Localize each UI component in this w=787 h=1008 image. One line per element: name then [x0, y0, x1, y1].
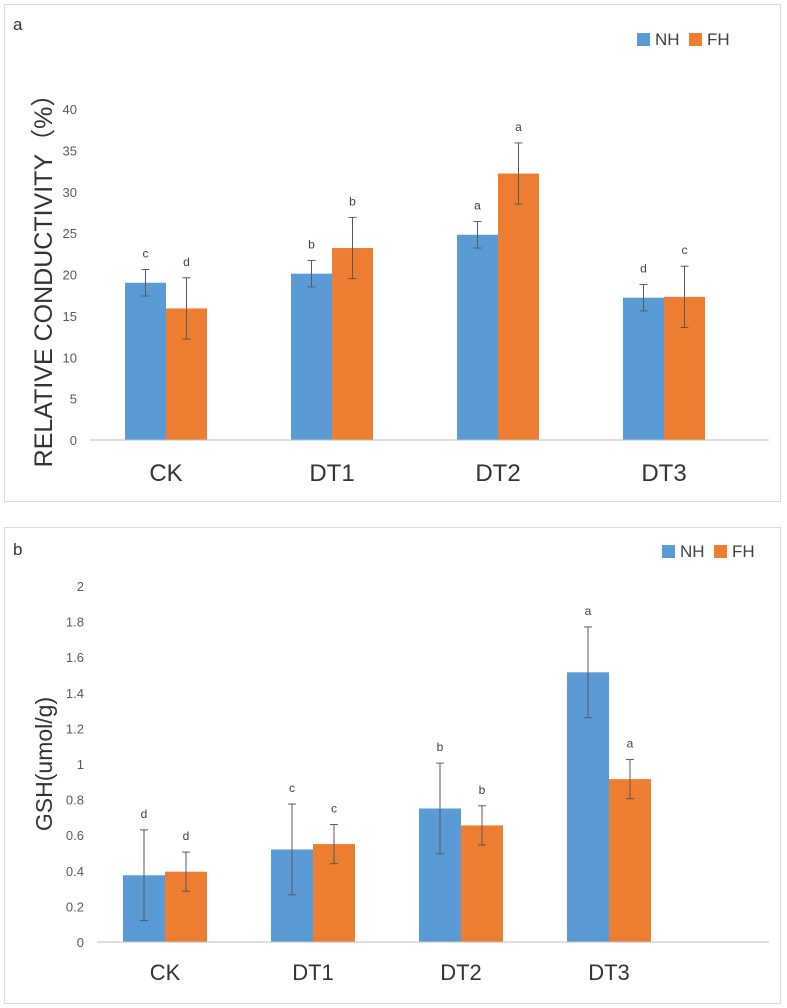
significance-letter: b	[308, 237, 315, 251]
bar-nh-ck	[125, 282, 166, 440]
significance-letter: c	[682, 243, 688, 257]
panel-label-b: b	[13, 540, 22, 559]
significance-letter: c	[143, 247, 149, 261]
y-tick-label: 0.6	[66, 828, 84, 843]
y-tick-label: 1.4	[66, 686, 84, 701]
y-tick-label: 1	[77, 757, 84, 772]
legend-swatch-nh	[662, 545, 675, 558]
legend-label-nh: NH	[655, 30, 680, 49]
significance-letter: d	[640, 261, 647, 275]
significance-letter: a	[627, 737, 634, 751]
y-tick-label: 1.2	[66, 721, 84, 736]
bar-fh-dt3	[609, 779, 651, 942]
legend-label-nh: NH	[680, 542, 705, 561]
bar-fh-dt2	[498, 173, 539, 441]
bar-nh-dt3	[623, 297, 664, 440]
x-category-label-ck: CK	[149, 460, 182, 487]
y-tick-label: 2	[77, 579, 84, 594]
significance-letter: a	[515, 120, 522, 134]
chart-a-svg: a NH FH 0 5 10 15 20 25 30 35 40 RELATIVE CONDUCTIVI…	[13, 15, 769, 487]
significance-letter: b	[349, 194, 356, 208]
y-tick-label: 0	[70, 433, 77, 448]
significance-letter: b	[437, 740, 444, 754]
x-category-label-dt1: DT1	[309, 460, 354, 487]
y-tick-label: 35	[63, 143, 77, 158]
y-tick-label: 1.6	[66, 650, 84, 665]
x-category-label-dt2: DT2	[475, 460, 520, 487]
x-category-label-dt1: DT1	[292, 960, 334, 985]
y-tick-label: 0	[77, 935, 84, 950]
legend-label-fh: FH	[707, 30, 730, 49]
y-tick-label: 0.8	[66, 793, 84, 808]
y-tick-label: 15	[63, 309, 77, 324]
x-category-label-dt3: DT3	[588, 960, 630, 985]
significance-letter: d	[141, 807, 148, 821]
bar-fh-dt1	[332, 248, 373, 440]
significance-letter: a	[585, 604, 592, 618]
significance-letter: a	[474, 199, 481, 213]
x-category-label-dt3: DT3	[641, 460, 686, 487]
bar-nh-dt1	[291, 273, 332, 440]
significance-letter: d	[183, 829, 190, 843]
legend-swatch-fh	[714, 545, 727, 558]
significance-letter: c	[331, 802, 337, 816]
bar-nh-dt2	[457, 234, 498, 440]
significance-letter: d	[183, 255, 190, 269]
legend-label-fh: FH	[732, 542, 755, 561]
chart-b-svg: b NH FH 0 0.2 0.4 0.6 0.8 1 1.2 1.4 1.6 1.8 2 GSH(umol…	[13, 540, 769, 985]
legend-swatch-nh	[637, 33, 650, 46]
chart-panel-a: a NH FH 0 5 10 15 20 25 30 35 40 RELATIVE CONDUCTIVI…	[4, 4, 781, 502]
y-tick-label: 0.4	[66, 864, 84, 879]
y-tick-label: 5	[70, 392, 77, 407]
x-category-label-ck: CK	[150, 960, 181, 985]
y-tick-label: 0.2	[66, 899, 84, 914]
y-axis-label: RELATIVE CONDUCTIVITY（%）	[30, 82, 58, 468]
y-tick-label: 30	[63, 185, 77, 200]
panel-label-a: a	[13, 15, 23, 34]
chart-panel-b: b NH FH 0 0.2 0.4 0.6 0.8 1 1.2 1.4 1.6 1.8 2 GSH(umol…	[4, 527, 781, 1004]
y-tick-label: 20	[63, 268, 77, 283]
y-tick-label: 1.8	[66, 615, 84, 630]
x-category-label-dt2: DT2	[440, 960, 482, 985]
y-tick-label: 10	[63, 350, 77, 365]
y-tick-label: 25	[63, 226, 77, 241]
significance-letter: c	[289, 781, 295, 795]
legend-swatch-fh	[689, 33, 702, 46]
y-axis-label: GSH(umol/g)	[31, 697, 57, 831]
y-tick-label: 40	[63, 102, 77, 117]
significance-letter: b	[479, 783, 486, 797]
